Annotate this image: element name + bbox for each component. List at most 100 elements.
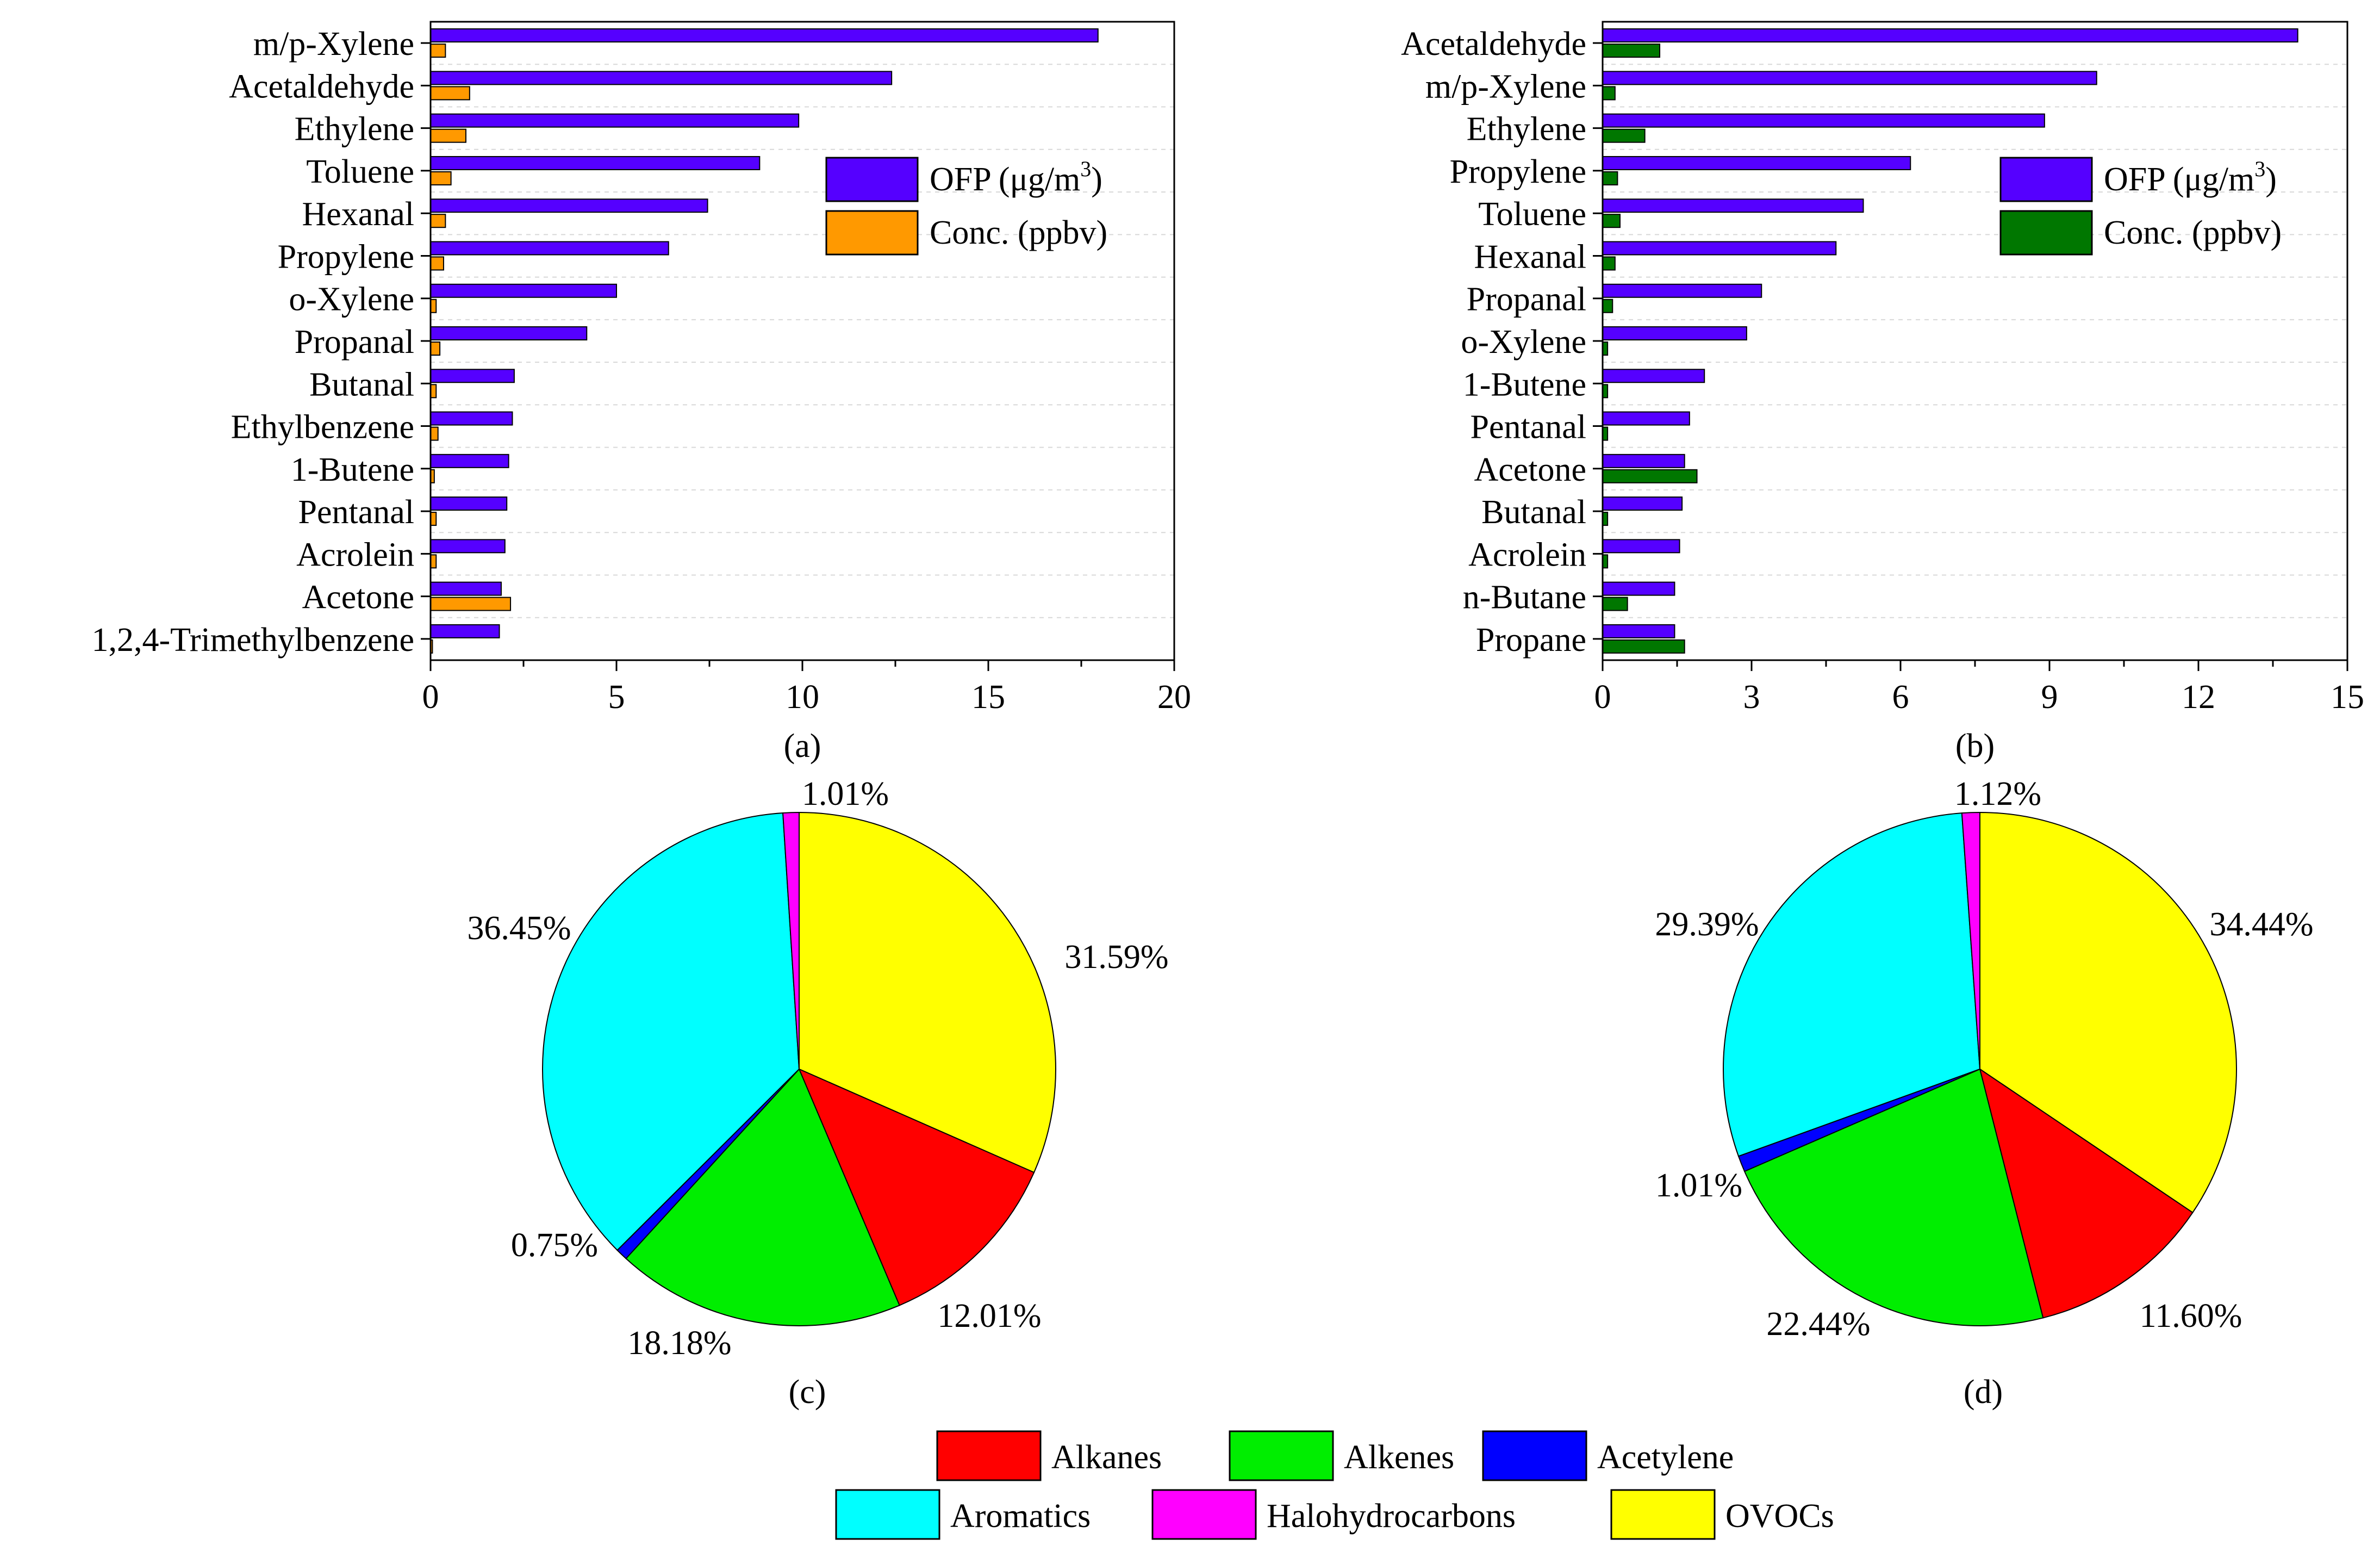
category-label: Hexanal [1474,238,1586,275]
category-label: Acrolein [296,536,414,573]
legend-suffix: ) [1091,161,1102,198]
bar-conc-a [430,512,437,526]
category-label: Propanal [1467,281,1586,318]
bar-conc-a [430,426,439,441]
category-label: 1-Butene [291,451,414,488]
category-label: o-Xylene [1461,324,1586,361]
x-tick-label: 9 [2041,679,2058,716]
bar-conc-a [430,44,446,58]
bar-conc-a [430,342,441,356]
category-label: o-Xylene [289,281,414,318]
pie-chart-c: 31.59% 12.01% 18.18% 0.75% 36.45% 1.01% (c) [467,775,1168,1411]
legend-suffix: ) [2265,161,2277,198]
legend-superscript: 3 [1080,157,1091,181]
bar-ofp-a [430,28,1099,43]
bar-ofp-b [1602,283,1762,298]
panel-label-c: (c) [789,1374,826,1411]
pie-slice-aromatics [1723,812,1981,1157]
panel-label-a: (a) [784,728,821,765]
pie-slice-label: 0.75% [511,1227,598,1264]
bar-ofp-b [1602,241,1837,256]
category-label: Acrolein [1468,536,1586,573]
legend-swatch-ovocs [1610,1489,1716,1540]
category-label: Toluene [1478,196,1586,233]
x-tick-label: 15 [971,679,1005,716]
bar-ofp-b [1602,624,1675,638]
category-label: Ethylene [295,111,414,148]
bar-conc-b [1602,214,1621,228]
bar-conc-a [430,554,437,569]
category-label: Toluene [306,153,414,190]
bar-ofp-b [1602,539,1680,554]
bar-conc-a [430,256,444,271]
category-label: Propane [1476,622,1586,659]
x-tick-label: 0 [422,679,439,716]
pie-slice-label: 11.60% [2140,1298,2242,1334]
bar-conc-a [430,171,452,185]
legend-label-acetylene: Acetylene [1597,1439,1734,1476]
bar-conc-b [1602,171,1618,185]
bar-conc-b [1602,44,1661,58]
pie-slice-label: 1.12% [1954,775,2041,812]
bar-ofp-b [1602,156,1911,170]
legend-swatch-halohydrocarbons [1151,1489,1257,1540]
bar-ofp-b [1602,581,1675,596]
category-label: Acetone [302,579,414,616]
pie-slice-label: 31.59% [1064,939,1168,976]
bar-ofp-a [430,326,588,340]
bar-ofp-a [430,241,669,256]
pie-slice-halohydrocarbons [1961,811,1980,1070]
legend-name: OFP (μg/m [930,161,1080,198]
bar-ofp-a [430,539,506,554]
legend-label-halohydrocarbons: Halohydrocarbons [1267,1498,1516,1535]
bar-conc-b [1602,256,1616,271]
legend-label-alkenes: Alkenes [1344,1439,1454,1476]
category-label: m/p-Xylene [253,26,414,63]
bar-conc-b [1602,639,1685,654]
pie-slice-alkenes [1743,1068,2044,1326]
bar-conc-a [430,128,466,143]
category-label: Acetone [1474,451,1586,488]
pie-slice-label: 36.45% [467,910,571,947]
bar-conc-b [1602,299,1613,313]
bar-conc-b [1602,86,1616,101]
pie-slice-label: 1.01% [802,775,889,812]
pie-slice-label: 1.01% [1655,1167,1742,1204]
category-label: Butanal [309,366,414,403]
bar-ofp-b [1602,326,1747,340]
legend-label-a: Conc. (ppbv) [930,214,1107,251]
bar-ofp-a [430,156,761,170]
category-label: 1,2,4-Trimethylbenzene [92,622,414,659]
bar-ofp-b [1602,454,1685,468]
pie-slice-halohydrocarbons [782,811,800,1070]
bar-conc-a [430,597,512,611]
legend-label-aromatics: Aromatics [950,1498,1091,1535]
bar-ofp-b [1602,71,2097,85]
bar-conc-b [1602,597,1628,611]
legend-label-ovocs: OVOCs [1725,1498,1834,1535]
bar-ofp-a [430,369,515,383]
legend-name: OFP (μg/m [2104,161,2254,198]
category-label: Butanal [1481,494,1586,531]
pie-slice-label: 18.18% [627,1325,731,1362]
x-tick-label: 12 [2182,679,2215,716]
pie-slice-alkenes [625,1068,900,1326]
pie-slice-label: 22.44% [1766,1306,1870,1343]
pie-slice-ovocs [1979,811,2237,1214]
category-label: Pentanal [1471,409,1587,446]
pie-slice-alkanes [1979,1067,2194,1319]
legend-swatch-b [1999,210,2093,256]
pie-chart-d: 34.44% 11.60% 22.44% 1.01% 29.39% 1.12% (d) [1655,775,2313,1411]
x-tick-label: 3 [1743,679,1760,716]
legend-swatch-acetylene [1482,1430,1587,1481]
bar-ofp-b [1602,113,2045,128]
category-label: 1-Butene [1463,366,1586,403]
x-tick-label: 10 [786,679,819,716]
category-label: Ethylbenzene [231,409,414,446]
category-label: Acetaldehyde [1401,26,1586,63]
x-tick-label: 20 [1157,679,1191,716]
legend-swatch-alkanes [936,1430,1042,1481]
legend-name: Conc. (ppbv) [2104,214,2282,251]
bar-ofp-a [430,283,617,298]
bar-ofp-b [1602,369,1705,383]
